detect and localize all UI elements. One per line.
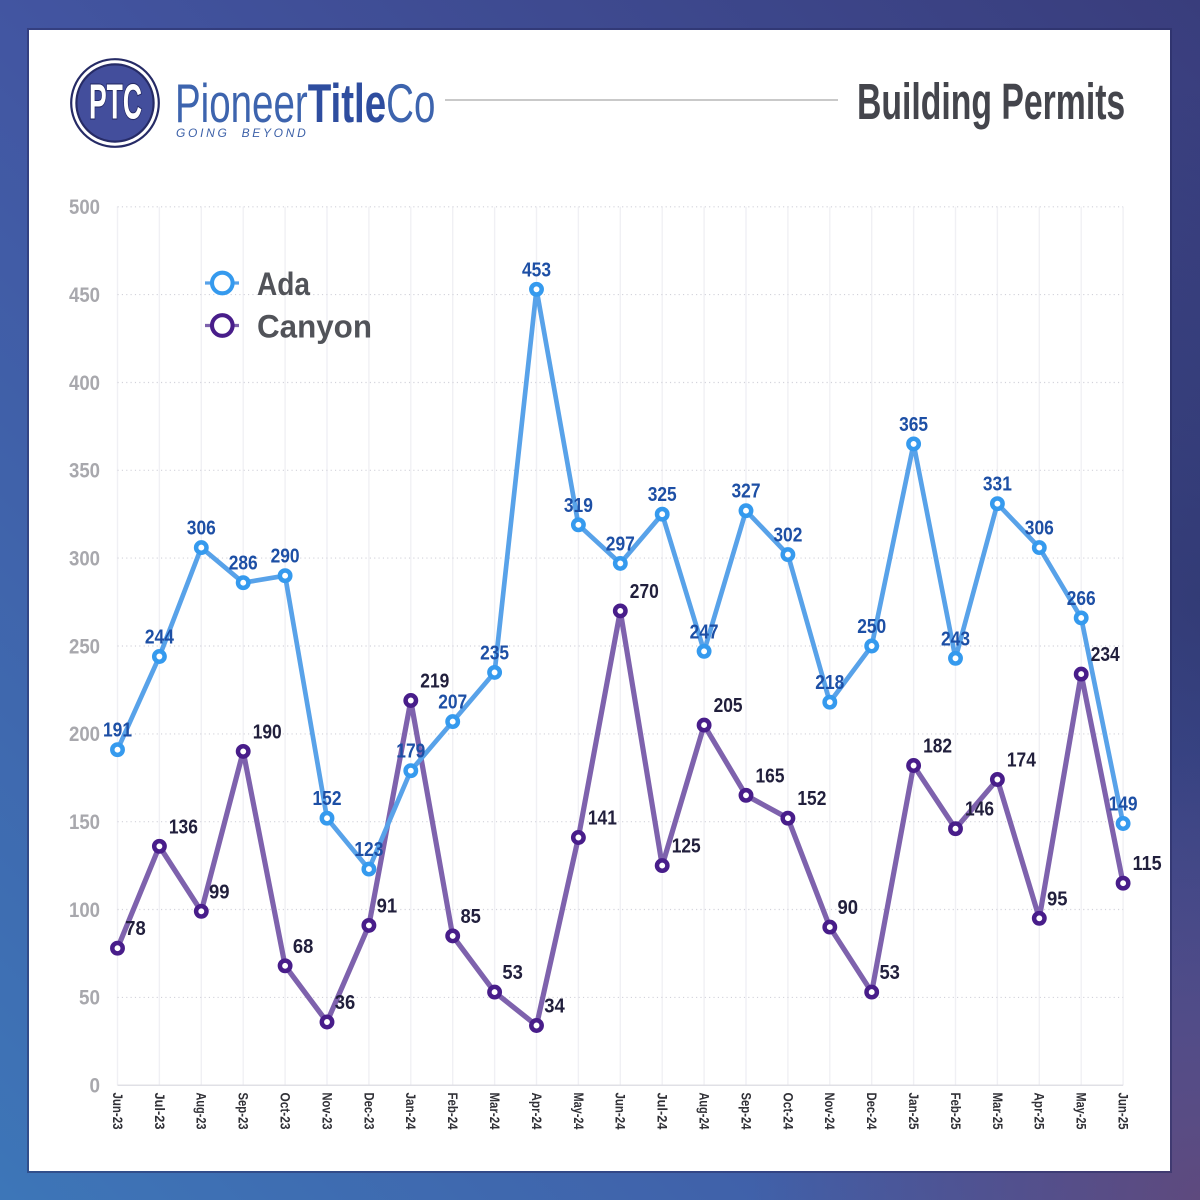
svg-text:100: 100 <box>69 899 100 922</box>
svg-text:Oct-23: Oct-23 <box>278 1093 293 1130</box>
svg-text:PTC: PTC <box>89 76 142 130</box>
svg-text:331: 331 <box>983 474 1012 496</box>
svg-text:99: 99 <box>209 881 230 903</box>
svg-text:Aug-24: Aug-24 <box>697 1093 712 1130</box>
svg-text:182: 182 <box>923 736 952 758</box>
svg-text:Apr-24: Apr-24 <box>529 1093 544 1130</box>
svg-text:247: 247 <box>690 621 719 643</box>
svg-text:Canyon: Canyon <box>257 309 372 345</box>
svg-text:174: 174 <box>1007 750 1037 772</box>
svg-text:207: 207 <box>438 692 467 714</box>
svg-text:191: 191 <box>103 720 132 742</box>
svg-text:319: 319 <box>564 495 593 517</box>
svg-text:Jan-25: Jan-25 <box>906 1093 921 1130</box>
svg-text:Feb-24: Feb-24 <box>445 1093 460 1130</box>
svg-text:Jul-24: Jul-24 <box>655 1093 670 1130</box>
svg-text:270: 270 <box>630 581 659 603</box>
svg-text:136: 136 <box>169 816 198 838</box>
svg-text:250: 250 <box>69 635 100 658</box>
svg-text:115: 115 <box>1133 853 1162 875</box>
svg-text:Dec-24: Dec-24 <box>864 1093 879 1130</box>
svg-text:325: 325 <box>648 484 677 506</box>
svg-text:95: 95 <box>1047 888 1068 910</box>
svg-text:May-25: May-25 <box>1074 1093 1089 1130</box>
svg-text:500: 500 <box>69 196 100 219</box>
svg-text:243: 243 <box>941 628 970 650</box>
svg-text:327: 327 <box>732 481 761 503</box>
svg-text:149: 149 <box>1109 794 1138 816</box>
svg-text:May-24: May-24 <box>571 1093 586 1130</box>
svg-text:219: 219 <box>420 671 449 693</box>
svg-text:205: 205 <box>714 695 743 717</box>
svg-text:306: 306 <box>187 518 216 540</box>
svg-text:Aug-23: Aug-23 <box>194 1093 209 1130</box>
svg-text:Dec-23: Dec-23 <box>361 1093 376 1130</box>
svg-text:218: 218 <box>815 672 844 694</box>
svg-text:123: 123 <box>354 839 383 861</box>
svg-text:0: 0 <box>90 1075 101 1098</box>
svg-text:234: 234 <box>1091 644 1121 666</box>
svg-text:Mar-24: Mar-24 <box>487 1093 502 1130</box>
svg-text:Sep-24: Sep-24 <box>738 1093 753 1130</box>
svg-text:78: 78 <box>125 918 146 940</box>
svg-text:85: 85 <box>460 906 481 928</box>
svg-text:Jun-23: Jun-23 <box>110 1093 125 1130</box>
svg-text:53: 53 <box>502 962 523 984</box>
svg-text:Oct-24: Oct-24 <box>780 1093 795 1130</box>
svg-text:34: 34 <box>544 996 565 1018</box>
svg-text:190: 190 <box>253 721 282 743</box>
svg-text:150: 150 <box>69 811 100 834</box>
svg-text:290: 290 <box>271 546 300 568</box>
svg-text:146: 146 <box>965 799 994 821</box>
svg-text:Jun-24: Jun-24 <box>613 1093 628 1130</box>
svg-text:36: 36 <box>335 992 356 1014</box>
svg-text:302: 302 <box>773 525 802 547</box>
svg-text:Nov-24: Nov-24 <box>822 1093 837 1130</box>
svg-text:300: 300 <box>69 547 100 570</box>
svg-text:266: 266 <box>1067 588 1096 610</box>
svg-text:453: 453 <box>522 259 551 281</box>
svg-text:Feb-25: Feb-25 <box>948 1093 963 1130</box>
svg-text:400: 400 <box>69 372 100 395</box>
svg-text:200: 200 <box>69 723 100 746</box>
svg-text:235: 235 <box>480 642 509 664</box>
svg-text:Ada: Ada <box>257 266 310 302</box>
svg-text:Jan-24: Jan-24 <box>403 1093 418 1130</box>
svg-text:250: 250 <box>857 616 886 638</box>
svg-text:450: 450 <box>69 284 100 307</box>
svg-text:244: 244 <box>145 627 175 649</box>
svg-text:50: 50 <box>79 987 100 1010</box>
svg-text:Apr-25: Apr-25 <box>1032 1093 1047 1130</box>
svg-text:152: 152 <box>313 788 342 810</box>
svg-text:Jun-25: Jun-25 <box>1116 1093 1131 1130</box>
svg-text:179: 179 <box>396 741 425 763</box>
svg-text:365: 365 <box>899 414 928 436</box>
svg-text:297: 297 <box>606 533 635 555</box>
svg-text:165: 165 <box>756 765 785 787</box>
svg-text:286: 286 <box>229 553 258 575</box>
svg-text:Nov-23: Nov-23 <box>319 1093 334 1130</box>
svg-text:Mar-25: Mar-25 <box>990 1093 1005 1130</box>
svg-text:68: 68 <box>293 936 314 958</box>
svg-text:306: 306 <box>1025 518 1054 540</box>
svg-text:91: 91 <box>377 895 398 917</box>
svg-text:53: 53 <box>879 962 900 984</box>
svg-text:Sep-23: Sep-23 <box>236 1093 251 1130</box>
svg-text:141: 141 <box>588 808 617 830</box>
svg-text:350: 350 <box>69 460 100 483</box>
svg-text:90: 90 <box>838 897 859 919</box>
svg-text:125: 125 <box>672 836 701 858</box>
svg-text:152: 152 <box>797 788 826 810</box>
svg-text:Jul-23: Jul-23 <box>152 1093 167 1130</box>
